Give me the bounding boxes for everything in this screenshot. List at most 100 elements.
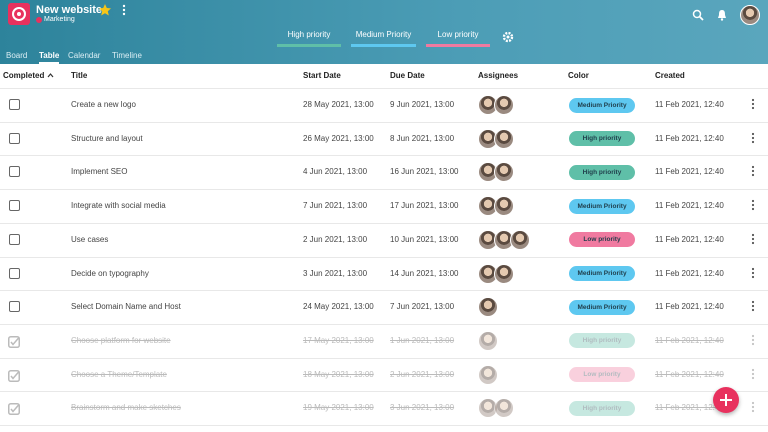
column-header[interactable]: Created: [655, 71, 685, 80]
row-menu[interactable]: [751, 199, 755, 214]
divider: [0, 290, 768, 292]
checkbox[interactable]: [9, 301, 20, 313]
check-icon: [8, 335, 20, 348]
checkbox[interactable]: [9, 267, 20, 279]
due-date: 14 Jun 2021, 13:00: [390, 268, 459, 278]
column-header[interactable]: Start Date: [303, 71, 341, 80]
add-icon: [720, 394, 732, 406]
priority-pill[interactable]: Medium Priority: [569, 266, 635, 281]
checkbox[interactable]: [9, 166, 20, 178]
created-date: 11 Feb 2021, 12:40: [655, 100, 724, 109]
add-button[interactable]: [713, 387, 739, 413]
menu-icon: [751, 132, 755, 143]
task-title[interactable]: Choose a Theme/Template: [71, 369, 167, 379]
assignee-avatar[interactable]: [494, 398, 514, 419]
notifications-icon[interactable]: [716, 9, 728, 21]
start-date: 18 May 2021, 13:00: [303, 369, 374, 379]
column-header[interactable]: Color: [568, 71, 589, 80]
checkbox[interactable]: [9, 132, 20, 144]
user-avatar[interactable]: [740, 5, 760, 25]
priority-pill[interactable]: High priority: [569, 164, 635, 180]
divider: [0, 121, 768, 123]
start-date: 19 May 2021, 13:00: [303, 403, 374, 413]
row-menu[interactable]: [751, 165, 755, 180]
row-menu[interactable]: [751, 300, 755, 315]
priority-pill[interactable]: High priority: [569, 333, 635, 349]
row-menu[interactable]: [751, 132, 755, 147]
assignee-avatar[interactable]: [494, 128, 514, 149]
priority-label[interactable]: Medium Priority: [351, 30, 416, 47]
sort-icon[interactable]: [47, 72, 54, 78]
divider: [0, 189, 768, 191]
priority-label[interactable]: High priority: [277, 30, 341, 47]
settings-icon[interactable]: [502, 31, 514, 43]
task-title[interactable]: Use cases: [71, 234, 109, 244]
priority-pill[interactable]: Low priority: [569, 232, 635, 248]
priority-pill[interactable]: Medium Priority: [569, 299, 635, 315]
due-date: 3 Jun 2021, 13:00: [390, 403, 455, 413]
menu-icon: [751, 233, 755, 244]
view-tab[interactable]: Table: [39, 51, 60, 64]
priority-pill[interactable]: High priority: [569, 131, 635, 147]
row-menu[interactable]: [751, 334, 755, 349]
start-date: 26 May 2021, 13:00: [303, 133, 374, 143]
favorite-star[interactable]: [99, 4, 111, 16]
task-title[interactable]: Select Domain Name and Host: [71, 302, 181, 312]
created-date: 11 Feb 2021, 12:40: [655, 302, 724, 312]
task-title[interactable]: Implement SEO: [71, 167, 128, 177]
created-date: 11 Feb 2021, 12:40: [655, 201, 724, 211]
project-logo[interactable]: [8, 3, 30, 25]
start-date: 24 May 2021, 13:00: [303, 302, 374, 312]
priority-pill[interactable]: Medium Priority: [569, 198, 635, 214]
search-icon[interactable]: [692, 9, 704, 21]
task-title[interactable]: Brainstorm and make sketches: [71, 403, 181, 413]
priority-pill[interactable]: High priority: [569, 400, 635, 416]
checkbox-checked[interactable]: [8, 369, 20, 382]
due-date: 9 Jun 2021, 13:00: [390, 100, 455, 109]
assignee-avatar[interactable]: [478, 297, 498, 318]
priority-pill[interactable]: Low priority: [569, 367, 635, 383]
assignee-avatar[interactable]: [494, 196, 514, 217]
divider: [0, 256, 768, 258]
start-date: 3 Jun 2021, 13:00: [303, 268, 368, 278]
row-menu[interactable]: [751, 267, 755, 282]
row-menu[interactable]: [751, 98, 755, 113]
project-menu[interactable]: [121, 4, 127, 16]
priority-pill[interactable]: Medium Priority: [569, 97, 635, 113]
due-date: 17 Jun 2021, 13:00: [390, 201, 459, 211]
task-title[interactable]: Structure and layout: [71, 133, 143, 143]
task-title[interactable]: Create a new logo: [71, 100, 136, 109]
task-title[interactable]: Choose platform for website: [71, 335, 171, 345]
task-title[interactable]: Decide on typography: [71, 268, 149, 278]
assignee-avatar[interactable]: [510, 229, 530, 250]
view-tab[interactable]: Calendar: [68, 51, 101, 60]
column-header[interactable]: Title: [71, 71, 88, 80]
column-header[interactable]: Due Date: [390, 71, 425, 80]
assignee-avatar[interactable]: [478, 364, 498, 385]
checkbox-checked[interactable]: [8, 335, 20, 348]
row-menu[interactable]: [751, 233, 755, 248]
column-header[interactable]: Completed: [3, 71, 45, 80]
checkbox[interactable]: [9, 200, 20, 212]
column-header[interactable]: Assignees: [478, 71, 519, 80]
start-date: 7 Jun 2021, 13:00: [303, 201, 368, 211]
row-menu[interactable]: [751, 401, 755, 416]
assignee-avatar[interactable]: [494, 162, 514, 183]
task-title[interactable]: Integrate with social media: [71, 201, 166, 211]
divider: [0, 357, 768, 359]
menu-icon: [751, 267, 755, 278]
view-tab[interactable]: Timeline: [112, 51, 142, 60]
menu-icon: [751, 98, 755, 110]
checkbox[interactable]: [9, 99, 20, 110]
workspace-name: Marketing: [44, 16, 75, 23]
assignee-avatar[interactable]: [494, 95, 514, 115]
priority-label[interactable]: Low priority: [426, 30, 490, 47]
view-tab[interactable]: Board: [6, 51, 28, 60]
assignee-avatar[interactable]: [478, 330, 498, 351]
checkbox-checked[interactable]: [8, 402, 20, 416]
row-menu[interactable]: [751, 368, 755, 383]
assignee-avatar[interactable]: [494, 263, 514, 284]
created-date: 11 Feb 2021, 12:40: [655, 167, 724, 177]
checkbox[interactable]: [9, 233, 20, 245]
due-date: 8 Jun 2021, 13:00: [390, 133, 455, 143]
